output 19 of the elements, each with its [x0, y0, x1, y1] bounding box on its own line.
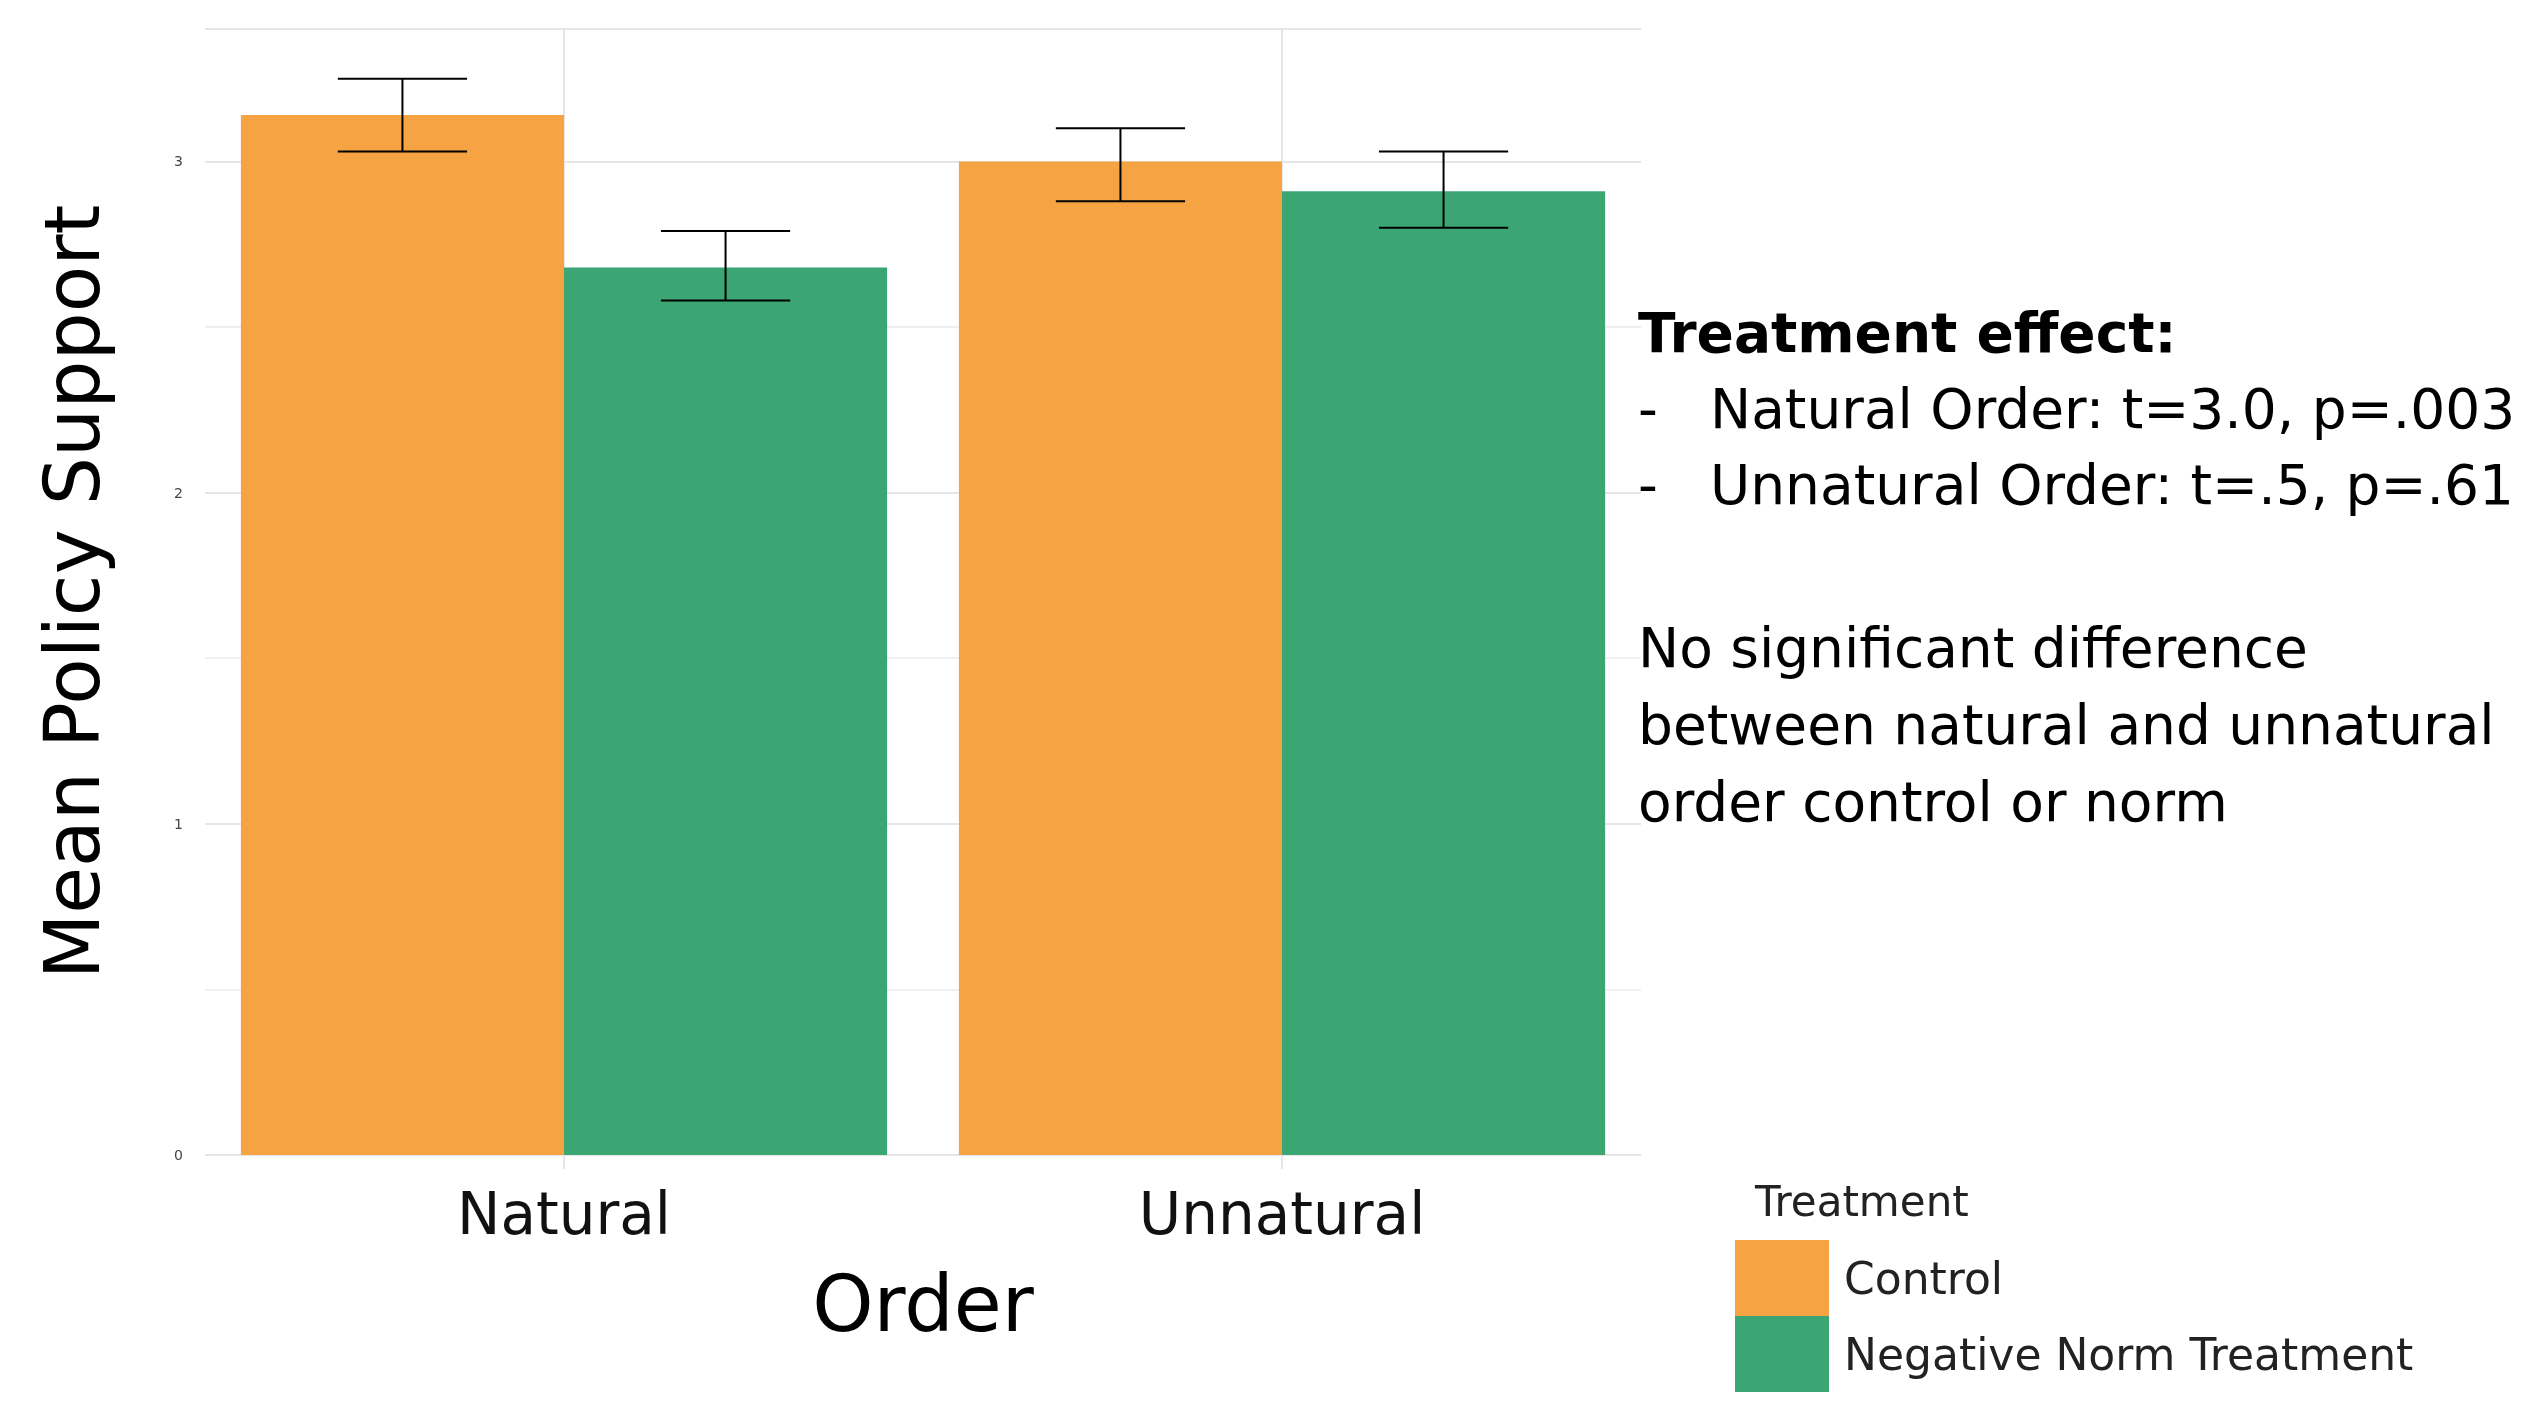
x-axis-title: Order	[812, 1259, 1035, 1349]
y-tick-label: 0	[174, 1147, 183, 1163]
bar	[1282, 191, 1606, 1155]
bar	[958, 161, 1282, 1155]
legend-label: Negative Norm Treatment	[1844, 1328, 2414, 1380]
x-tick-label: Unnatural	[1138, 1180, 1426, 1248]
annotation: No significant difference between natural and unnatural order control or norm	[1638, 615, 2513, 834]
legend-label: Control	[1844, 1252, 2004, 1304]
annotation: - Unnatural Order: t=.5, p=.61	[1638, 452, 2515, 517]
x-tick-label: Natural	[457, 1180, 671, 1248]
y-tick-label: 3	[174, 153, 183, 170]
legend-title: Treatment	[1754, 1176, 1969, 1226]
annotation: Treatment effect:	[1638, 300, 2177, 365]
y-tick-label: 2	[174, 484, 183, 501]
y-axis-title: Mean Policy Support	[27, 204, 117, 980]
y-tick-label: 1	[174, 815, 183, 832]
bar	[240, 115, 564, 1155]
bar	[564, 267, 888, 1155]
annotation: - Natural Order: t=3.0, p=.003	[1638, 376, 2516, 441]
